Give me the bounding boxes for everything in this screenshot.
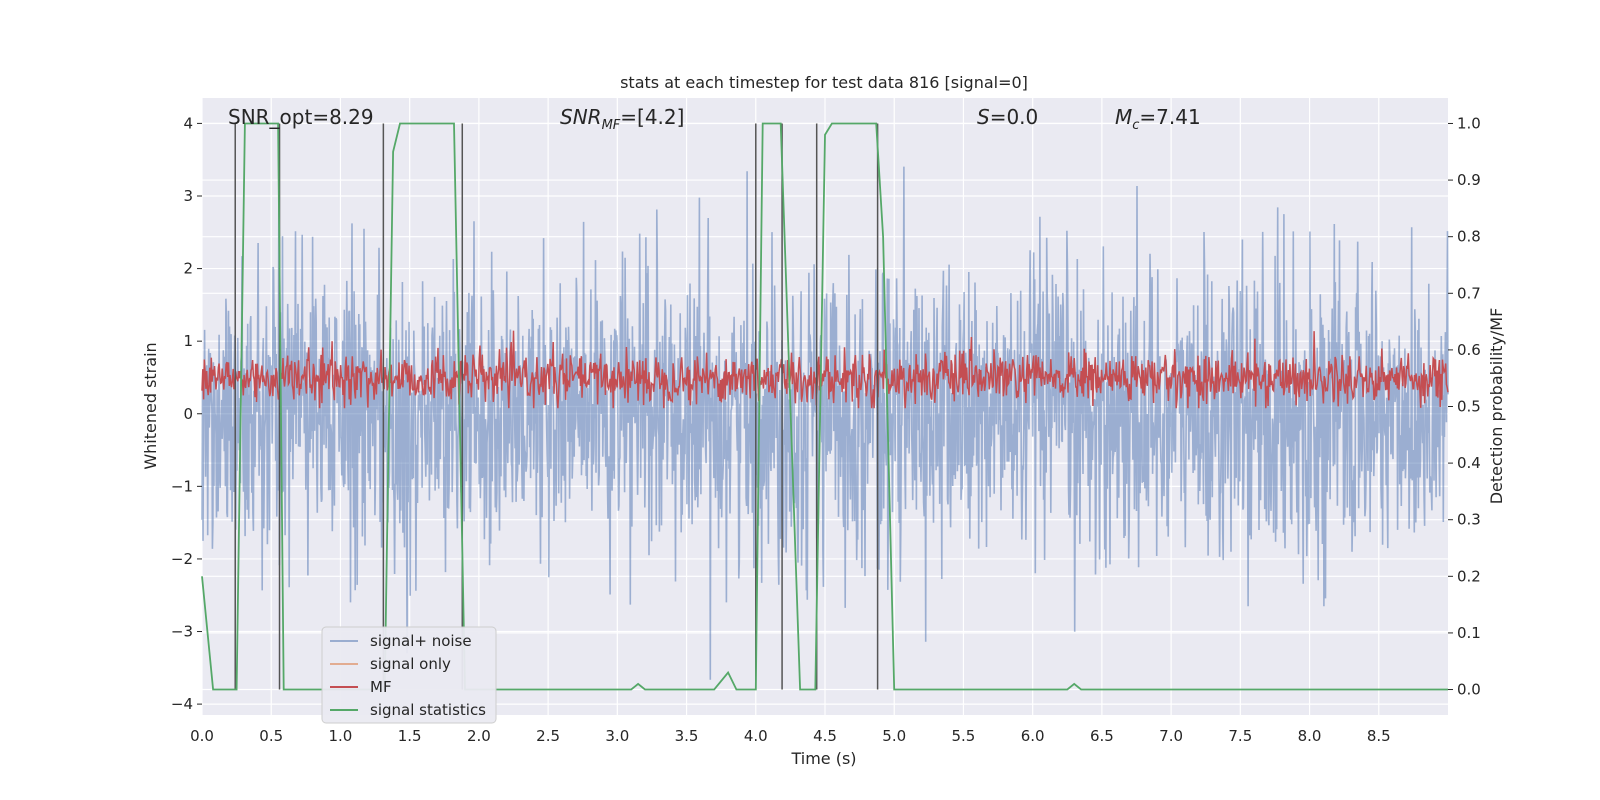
y2-axis-title: Detection probability/MF <box>1487 308 1506 505</box>
x-tick-label: 6.5 <box>1090 727 1114 745</box>
vertical-lines <box>234 123 879 690</box>
x-tick-label: 2.5 <box>536 727 560 745</box>
annotation-mc-val: =7.41 <box>1139 105 1200 129</box>
x-tick-label: 7.0 <box>1159 727 1183 745</box>
x-tick-label: 8.5 <box>1367 727 1391 745</box>
y-tick-label: 4 <box>183 114 193 132</box>
annotation-snr-mf-val: =[4.2] <box>620 105 684 129</box>
x-tick-label: 4.0 <box>744 727 768 745</box>
y2-tick-label: 0.5 <box>1457 398 1481 416</box>
x-tick-label: 1.0 <box>329 727 353 745</box>
annotation-mc: Mc=7.41 <box>1115 105 1201 133</box>
x-tick-label: 8.0 <box>1298 727 1322 745</box>
y-tick-label: −2 <box>171 550 193 568</box>
x-tick-label: 4.5 <box>813 727 837 745</box>
chart-title: stats at each timestep for test data 816… <box>620 73 1028 92</box>
y2-tick-label: 0.1 <box>1457 624 1481 642</box>
annotation-snr-opt: SNR_opt=8.29 <box>228 105 374 129</box>
x-axis-title: Time (s) <box>790 749 856 768</box>
y2-tick-label: 0.6 <box>1457 341 1481 359</box>
y2-tick-label: 0.0 <box>1457 681 1481 699</box>
y-tick-labels: 4 3 2 1 0 −1 −2 −3 −4 <box>171 114 202 713</box>
x-tick-label: 1.5 <box>398 727 422 745</box>
x-tick-labels: 0.0 0.5 1.0 1.5 2.0 2.5 3.0 3.5 4.0 4.5 5.0 5.5 6.0 6… <box>190 727 1391 745</box>
y-axis-title: Whitened strain <box>141 342 160 469</box>
y2-tick-label: 0.4 <box>1457 454 1481 472</box>
mf-series <box>201 330 1449 409</box>
y2-tick-label: 0.9 <box>1457 171 1481 189</box>
x-tick-label: 3.5 <box>675 727 699 745</box>
y-tick-label: −1 <box>171 477 193 495</box>
legend-box <box>321 626 497 724</box>
y2-tick-label: 0.7 <box>1457 284 1481 302</box>
y2-tick-labels: 1.0 0.9 0.8 0.7 0.6 0.5 0.4 0.3 0.2 0.1 0.0 <box>1448 114 1481 699</box>
mf-line <box>201 330 1449 409</box>
legend-label-signal-statistics: signal statistics <box>370 701 486 719</box>
x-tick-label: 3.0 <box>605 727 629 745</box>
y-tick-label: 3 <box>183 187 193 205</box>
annotation-s: S=0.0 <box>977 105 1038 129</box>
y2-tick-label: 0.3 <box>1457 511 1481 529</box>
annotation-s-main: S <box>977 105 990 129</box>
annotation-mc-sub: c <box>1132 118 1139 133</box>
y-tick-label: 0 <box>183 405 193 423</box>
y-tick-label: 1 <box>183 332 193 350</box>
y-tick-label: −4 <box>171 695 193 713</box>
annotation-snr-mf-main: SNR <box>560 105 602 129</box>
x-tick-label: 5.0 <box>882 727 906 745</box>
x-tick-label: 0.0 <box>190 727 214 745</box>
y-tick-label: −3 <box>171 623 193 641</box>
y-tick-label: 2 <box>183 260 193 278</box>
legend-label-signal-noise: signal+ noise <box>370 632 472 650</box>
signal-noise-series <box>201 166 1449 680</box>
annotation-s-val: =0.0 <box>990 105 1039 129</box>
annotation-snr-mf-sub: MF <box>602 118 621 133</box>
x-tick-label: 7.5 <box>1228 727 1252 745</box>
legend: signal+ noise signal only MF signal stat… <box>321 626 497 724</box>
legend-label-mf: MF <box>370 678 392 696</box>
y2-tick-label: 0.8 <box>1457 228 1481 246</box>
x-tick-label: 0.5 <box>259 727 283 745</box>
annotation-mc-main: M <box>1115 105 1132 129</box>
x-tick-label: 5.5 <box>952 727 976 745</box>
y2-tick-label: 1.0 <box>1457 114 1481 132</box>
annotation-snr-mf: SNRMF=[4.2] <box>560 105 684 133</box>
legend-label-signal-only: signal only <box>370 655 451 673</box>
x-tick-label: 6.0 <box>1021 727 1045 745</box>
signal-noise-line <box>201 166 1449 680</box>
y2-tick-label: 0.2 <box>1457 567 1481 585</box>
x-tick-label: 2.0 <box>467 727 491 745</box>
